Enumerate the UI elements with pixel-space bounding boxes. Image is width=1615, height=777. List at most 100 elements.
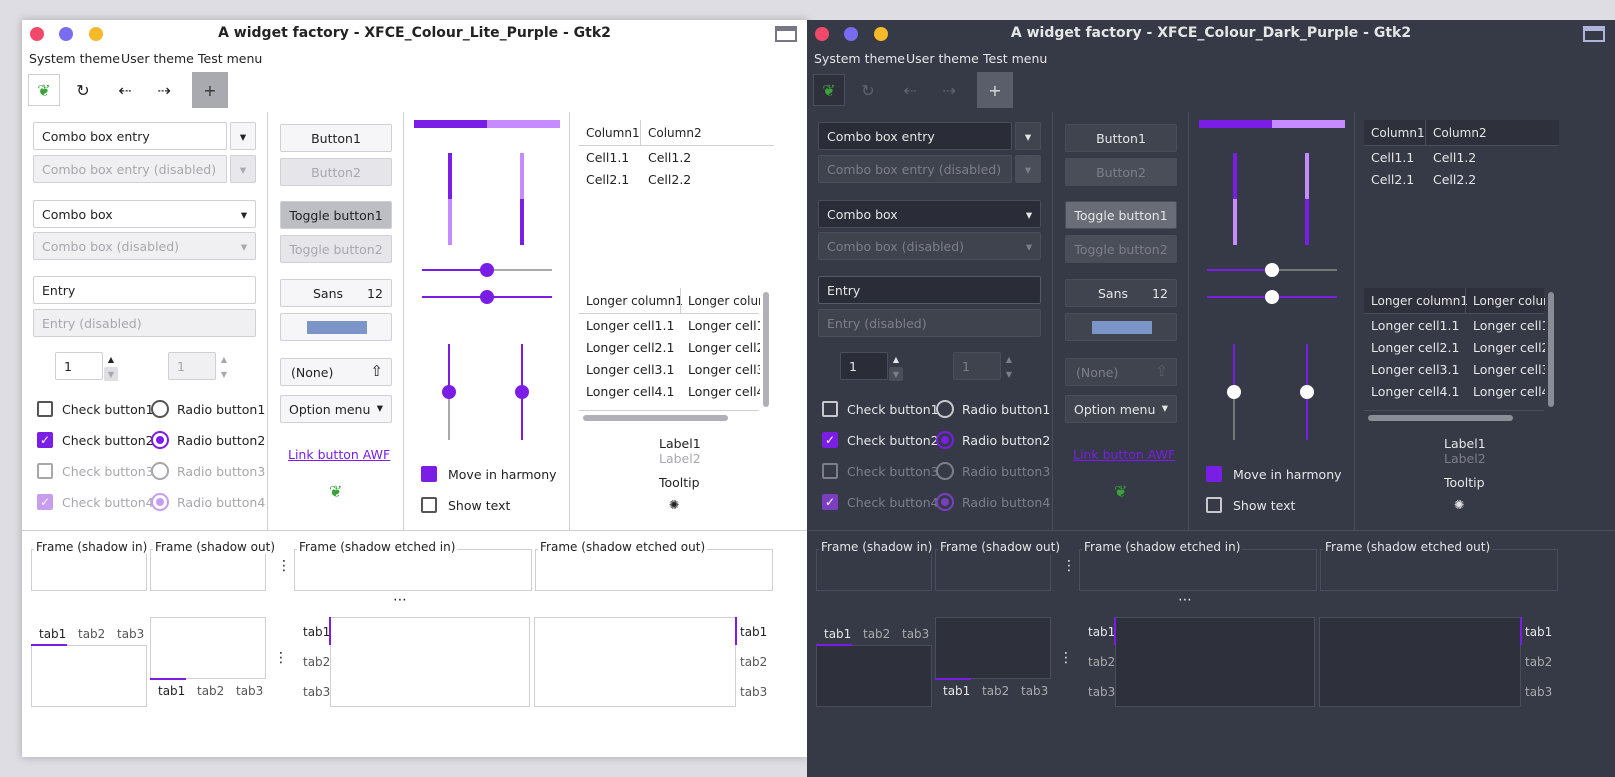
logo-icon[interactable]: ❦	[813, 74, 845, 106]
menu-item-system-theme[interactable]: System theme	[29, 51, 120, 66]
menu-item-test-menu[interactable]: Test menu	[198, 51, 263, 66]
column-header[interactable]: Column1	[586, 126, 640, 140]
check-button-1[interactable]	[822, 401, 838, 417]
tab-tab1[interactable]: tab1	[824, 627, 852, 641]
radio-button-1[interactable]	[936, 400, 954, 418]
tab-tab3[interactable]: tab3	[740, 685, 768, 699]
scale-slider[interactable]	[515, 385, 529, 399]
tab-tab3[interactable]: tab3	[902, 627, 930, 641]
button-1[interactable]: Button1	[280, 124, 392, 152]
tab-tab1[interactable]: tab1	[303, 625, 331, 639]
link-button[interactable]: Link button AWF	[1073, 447, 1176, 462]
tab-tab1[interactable]: tab1	[943, 684, 971, 698]
menu-item-system-theme[interactable]: System theme	[814, 51, 905, 66]
window-menu-icon[interactable]	[775, 26, 797, 42]
radio-button-2[interactable]	[936, 431, 954, 449]
window-menu-icon[interactable]	[1583, 26, 1605, 42]
show-text-check[interactable]	[1206, 497, 1222, 513]
menu-item-user-theme[interactable]: User theme	[121, 51, 194, 66]
column-header[interactable]: Column1	[1371, 126, 1425, 140]
scale-slider[interactable]	[480, 290, 494, 304]
pane-handle-icon[interactable]: ⋮	[274, 650, 288, 666]
scale-slider[interactable]	[1227, 385, 1241, 399]
tab-tab2[interactable]: tab2	[303, 655, 331, 669]
check-button-2[interactable]: ✓	[37, 432, 53, 448]
spin-down-icon[interactable]: ▼	[104, 367, 118, 381]
close-button[interactable]	[30, 27, 44, 41]
file-chooser-button[interactable]: (None) ⇧	[280, 358, 392, 386]
logo-icon[interactable]: ❦	[28, 74, 60, 106]
tab-tab3[interactable]: tab3	[236, 684, 264, 698]
option-menu[interactable]: Option menu ▾	[1065, 395, 1177, 423]
tab-tab3[interactable]: tab3	[1021, 684, 1049, 698]
color-button[interactable]	[280, 313, 392, 341]
font-button[interactable]: Sans 12	[280, 279, 392, 307]
show-text-check[interactable]	[421, 497, 437, 513]
spin-up-icon[interactable]: ▲	[892, 354, 900, 364]
tab-tab1[interactable]: tab1	[39, 627, 67, 641]
vertical-scrollbar[interactable]	[763, 292, 769, 407]
spin-down-icon[interactable]: ▼	[889, 367, 903, 381]
menu-item-test-menu[interactable]: Test menu	[983, 51, 1048, 66]
scale-slider[interactable]	[480, 263, 494, 277]
file-chooser-button[interactable]: (None) ⇧	[1065, 358, 1177, 386]
spin-button-1[interactable]: 1	[840, 352, 888, 380]
tab-tab3[interactable]: tab3	[1088, 685, 1116, 699]
pane-handle-icon[interactable]: ⋮	[1062, 558, 1076, 574]
forward-icon[interactable]: ⇢	[157, 80, 171, 100]
back-icon[interactable]: ⇠	[118, 80, 132, 100]
tab-tab3[interactable]: tab3	[303, 685, 331, 699]
tab-tab2[interactable]: tab2	[1525, 655, 1553, 669]
add-icon[interactable]: +	[977, 72, 1013, 108]
spin-up-icon[interactable]: ▲	[107, 354, 115, 364]
toggle-button-1[interactable]: Toggle button1	[1065, 201, 1177, 229]
tab-tab3[interactable]: tab3	[1525, 685, 1553, 699]
tab-tab3[interactable]: tab3	[117, 627, 145, 641]
tab-tab2[interactable]: tab2	[78, 627, 106, 641]
toggle-button-1[interactable]: Toggle button1	[280, 201, 392, 229]
move-in-harmony-check[interactable]: ✓	[421, 466, 437, 482]
spin-button-1[interactable]: 1	[55, 352, 103, 380]
tab-tab2[interactable]: tab2	[982, 684, 1010, 698]
entry-field[interactable]: Entry	[33, 276, 256, 304]
combo-entry-button[interactable]: ▾	[1015, 122, 1041, 150]
column-header[interactable]: Column2	[1433, 126, 1487, 140]
pane-handle-icon[interactable]: ⋯	[393, 592, 407, 608]
column-header[interactable]: Longer colur	[1473, 294, 1545, 308]
maximize-button[interactable]	[874, 27, 888, 41]
tab-tab1[interactable]: tab1	[740, 625, 768, 639]
scale-slider[interactable]	[442, 385, 456, 399]
column-header[interactable]: Column2	[648, 126, 702, 140]
minimize-button[interactable]	[844, 27, 858, 41]
horizontal-scrollbar[interactable]	[583, 415, 728, 421]
tab-tab2[interactable]: tab2	[863, 627, 891, 641]
combo-entry[interactable]: Combo box entry	[818, 122, 1012, 150]
refresh-icon[interactable]: ↻	[76, 80, 90, 100]
tab-tab2[interactable]: tab2	[740, 655, 768, 669]
tooltip-label[interactable]: Tooltip	[1444, 475, 1485, 490]
add-icon[interactable]: +	[192, 72, 228, 108]
radio-button-2[interactable]	[151, 431, 169, 449]
horizontal-scrollbar[interactable]	[1368, 415, 1513, 421]
maximize-button[interactable]	[89, 27, 103, 41]
tab-tab1[interactable]: tab1	[1525, 625, 1553, 639]
tab-tab1[interactable]: tab1	[1088, 625, 1116, 639]
vertical-scrollbar[interactable]	[1548, 292, 1554, 407]
button-1[interactable]: Button1	[1065, 124, 1177, 152]
column-header[interactable]: Longer colur	[688, 294, 760, 308]
column-header[interactable]: Longer column1	[1371, 294, 1468, 308]
scale-slider[interactable]	[1300, 385, 1314, 399]
refresh-icon[interactable]: ↻	[861, 80, 875, 100]
entry-field[interactable]: Entry	[818, 276, 1041, 304]
scale-slider[interactable]	[1265, 290, 1279, 304]
back-icon[interactable]: ⇠	[903, 80, 917, 100]
option-menu[interactable]: Option menu ▾	[280, 395, 392, 423]
tab-tab2[interactable]: tab2	[197, 684, 225, 698]
combo-entry[interactable]: Combo box entry	[33, 122, 227, 150]
column-header[interactable]: Longer column1	[586, 294, 683, 308]
color-button[interactable]	[1065, 313, 1177, 341]
menu-item-user-theme[interactable]: User theme	[906, 51, 979, 66]
check-button-1[interactable]	[37, 401, 53, 417]
combo-box[interactable]: Combo box	[33, 200, 256, 228]
minimize-button[interactable]	[59, 27, 73, 41]
